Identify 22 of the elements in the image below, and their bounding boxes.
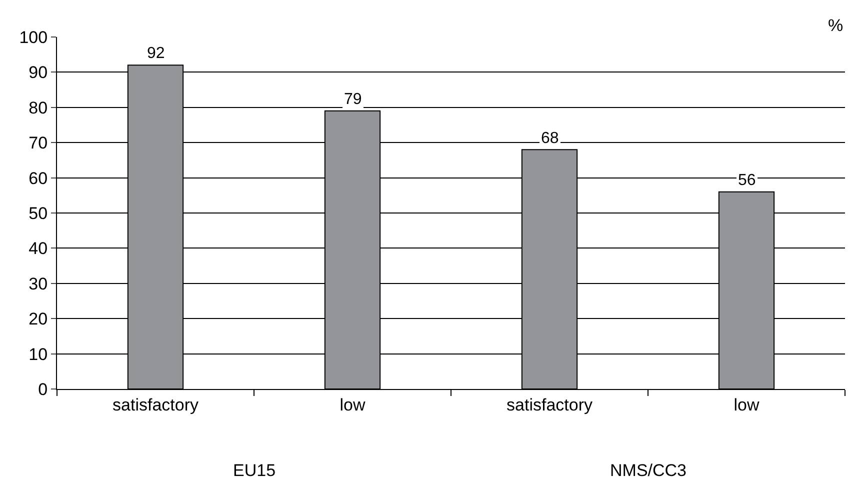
y-tick-label: 70 xyxy=(28,134,48,153)
data-label: 56 xyxy=(738,172,756,189)
y-tick-label: 0 xyxy=(38,380,48,399)
x-tick-label: satisfactory xyxy=(112,395,199,414)
x-tick-label: low xyxy=(734,395,760,414)
y-tick-label: 20 xyxy=(28,310,48,329)
y-tick-label: 40 xyxy=(28,239,48,258)
y-tick-label: 10 xyxy=(28,344,48,364)
y-tick-label: 50 xyxy=(28,204,48,223)
data-label: 79 xyxy=(344,91,362,108)
data-label: 68 xyxy=(541,130,559,147)
data-label: 92 xyxy=(147,45,165,62)
y-tick-label: 60 xyxy=(28,168,48,188)
y-axis-title: % xyxy=(828,16,844,35)
x-tick-label: satisfactory xyxy=(506,395,593,414)
text: NMS/CC3 xyxy=(610,461,687,477)
y-tick-label: 30 xyxy=(28,274,48,294)
x-tick-label: low xyxy=(340,395,366,414)
y-tick-label: 100 xyxy=(19,28,48,47)
text: EU15 xyxy=(233,461,276,477)
y-tick-label: 80 xyxy=(28,98,48,118)
y-tick-label: 90 xyxy=(28,63,48,82)
